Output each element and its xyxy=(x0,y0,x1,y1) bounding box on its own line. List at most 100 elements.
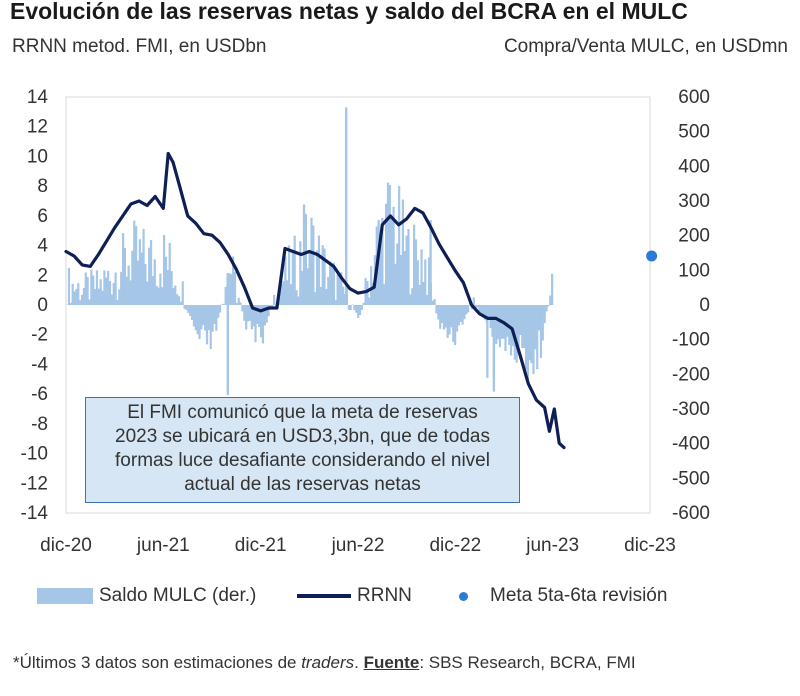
right-axis-subtitle: Compra/Venta MULC, en USDmn xyxy=(503,36,788,57)
mulc-bar xyxy=(293,235,296,305)
mulc-bar xyxy=(243,305,246,321)
left-axis-tick-label: -10 xyxy=(21,444,48,465)
mulc-bar xyxy=(472,297,475,305)
mulc-bar xyxy=(289,284,293,305)
mulc-bar xyxy=(349,305,352,311)
mulc-bar xyxy=(166,270,169,305)
mulc-bar xyxy=(301,270,304,305)
mulc-bar xyxy=(366,281,369,305)
mulc-bar xyxy=(280,283,283,305)
mulc-bar xyxy=(467,305,470,313)
mulc-bar xyxy=(153,259,156,305)
left-axis-tick-label: -2 xyxy=(31,325,48,346)
footnote-prefix: *Últimos 3 datos son estimaciones de xyxy=(13,653,302,672)
mulc-bar xyxy=(187,305,190,313)
mulc-bar xyxy=(338,272,341,305)
mulc-bar xyxy=(521,305,524,349)
mulc-bar xyxy=(205,305,209,345)
mulc-bar xyxy=(330,264,334,305)
mulc-bar xyxy=(482,305,485,318)
mulc-bar xyxy=(426,294,429,305)
mulc-bar xyxy=(71,283,74,305)
mulc-bar xyxy=(314,292,317,305)
mulc-bar xyxy=(222,303,225,305)
right-axis-tick-label: -200 xyxy=(672,364,710,385)
mulc-bar xyxy=(342,286,345,305)
mulc-bar xyxy=(299,241,302,305)
mulc-bar xyxy=(177,296,181,305)
mulc-bar xyxy=(101,290,104,305)
mulc-bar xyxy=(146,281,149,305)
mulc-bar xyxy=(517,305,520,354)
mulc-bar xyxy=(526,305,529,382)
left-axis-tick-label: 6 xyxy=(37,206,48,227)
mulc-bar xyxy=(541,305,544,341)
mulc-bar xyxy=(135,226,138,305)
mulc-bar xyxy=(142,228,145,305)
mulc-bar xyxy=(88,299,91,305)
mulc-bar xyxy=(159,273,162,305)
mulc-bar xyxy=(310,217,313,305)
mulc-bar xyxy=(288,245,291,305)
mulc-bar xyxy=(131,250,134,305)
mulc-bar xyxy=(524,305,528,370)
mulc-bar xyxy=(336,274,339,305)
annotation-box: El FMI comunicó que la meta de reservas … xyxy=(85,397,520,503)
left-axis-tick-label: -6 xyxy=(31,384,48,405)
mulc-bar xyxy=(121,233,125,305)
legend-item-rrnn: RRNN xyxy=(297,585,412,607)
mulc-bar xyxy=(261,305,265,344)
mulc-bar xyxy=(267,305,270,317)
mulc-bar xyxy=(254,305,257,343)
mulc-bar xyxy=(537,305,541,331)
mulc-bar xyxy=(295,290,298,305)
mulc-bar xyxy=(440,305,444,323)
mulc-bar xyxy=(463,305,466,320)
mulc-bar xyxy=(504,305,507,352)
mulc-bar xyxy=(370,266,373,305)
mulc-bar xyxy=(245,305,248,330)
mulc-bar xyxy=(204,305,207,331)
chart-title: Evolución de las reservas netas y saldo … xyxy=(10,0,688,24)
mulc-bar xyxy=(138,239,141,305)
mulc-bar xyxy=(284,256,287,305)
mulc-bar xyxy=(127,265,130,305)
footnote-suffix: : SBS Research, BCRA, FMI xyxy=(419,653,636,672)
mulc-bar xyxy=(235,302,238,305)
mulc-bar xyxy=(90,269,93,305)
mulc-bar xyxy=(433,299,436,305)
mulc-bar xyxy=(179,301,182,305)
mulc-bar xyxy=(174,285,177,305)
mulc-bar xyxy=(399,255,403,305)
mulc-bar xyxy=(256,305,259,325)
mulc-bar xyxy=(168,242,171,305)
chart-legend: Saldo MULC (der.) RRNN Meta 5ta-6ta revi… xyxy=(0,585,800,615)
footnote-middle: . xyxy=(354,653,364,672)
mulc-bar xyxy=(416,260,419,305)
mulc-bar xyxy=(93,289,97,305)
legend-swatch-meta xyxy=(459,591,468,601)
x-axis-tick-label: jun-22 xyxy=(331,535,385,556)
right-axis-tick-label: 100 xyxy=(678,260,710,281)
mulc-bar xyxy=(308,251,311,305)
mulc-bar xyxy=(286,280,289,305)
mulc-bar xyxy=(442,305,446,330)
mulc-bar xyxy=(323,248,326,305)
mulc-bar xyxy=(454,305,457,346)
left-axis-tick-label: -8 xyxy=(31,414,48,435)
legend-item-meta: Meta 5ta-6ta revisión xyxy=(459,585,667,607)
mulc-bar xyxy=(232,256,235,305)
mulc-bar xyxy=(403,251,406,305)
mulc-bar xyxy=(67,267,71,305)
mulc-bar xyxy=(149,240,153,305)
mulc-bar xyxy=(431,300,434,305)
mulc-bar xyxy=(211,305,214,332)
mulc-bar xyxy=(123,248,127,305)
mulc-bar xyxy=(325,289,328,305)
mulc-bar xyxy=(491,305,494,337)
mulc-bar xyxy=(97,288,100,305)
mulc-bar xyxy=(189,305,192,316)
mulc-bar xyxy=(379,239,382,305)
left-axis-tick-label: 12 xyxy=(27,117,48,138)
mulc-bar xyxy=(360,305,363,310)
